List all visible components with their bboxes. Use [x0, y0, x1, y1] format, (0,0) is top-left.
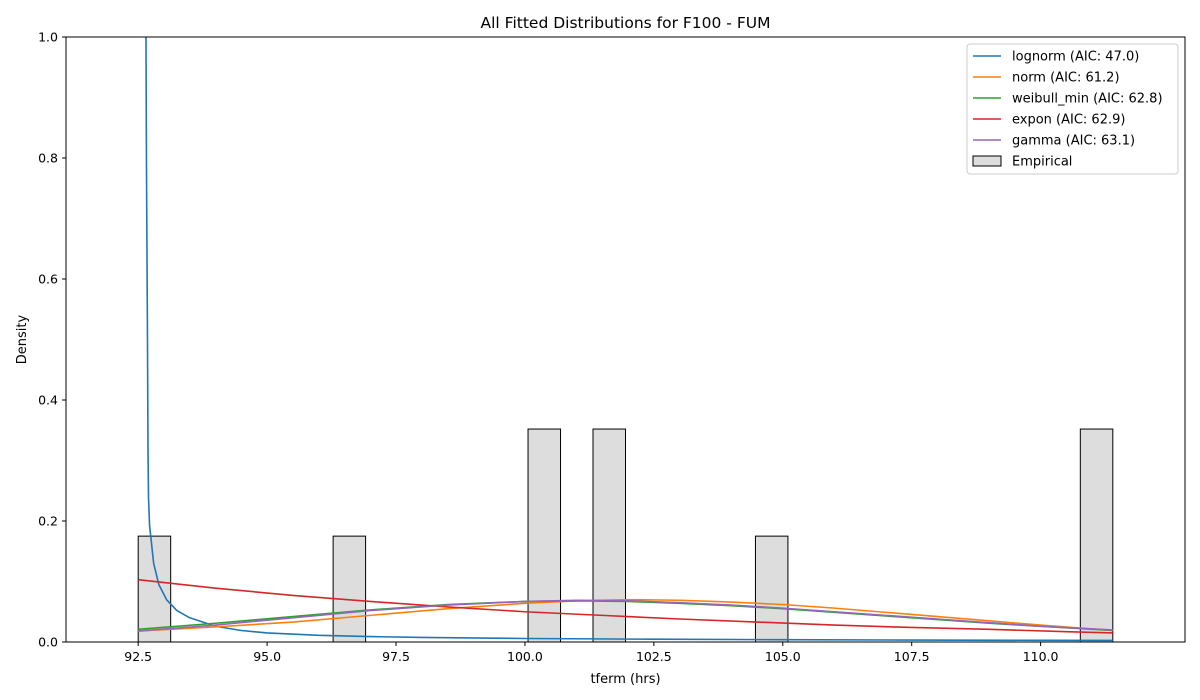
- legend-label: norm (AIC: 61.2): [1012, 71, 1120, 86]
- y-tick-label: 0.2: [38, 514, 58, 529]
- y-tick-label: 0.0: [38, 635, 58, 650]
- legend-label: weibull_min (AIC: 62.8): [1012, 92, 1163, 107]
- series-line: [138, 599, 1113, 632]
- histogram-bar: [592, 428, 626, 642]
- histogram-bar: [332, 535, 367, 642]
- x-axis-ticks: 92.5 95.0 97.5 100.0 102.5 105.0 107.5 110.0: [124, 642, 1059, 664]
- y-axis-label: Density: [15, 314, 30, 364]
- series-line: [138, 598, 1113, 632]
- x-tick-label: 97.5: [382, 649, 410, 664]
- histogram-bar: [527, 428, 562, 642]
- histogram-bar: [754, 535, 789, 642]
- legend-swatch: [972, 155, 1002, 167]
- y-tick-label: 0.6: [38, 272, 58, 287]
- legend-label: expon (AIC: 62.9): [1012, 113, 1125, 128]
- histogram-bar: [1079, 428, 1114, 642]
- plot-frame: [65, 36, 1186, 643]
- x-tick-label: 110.0: [1023, 649, 1059, 664]
- legend-label: gamma (AIC: 63.1): [1012, 134, 1135, 149]
- series-line: [138, 578, 1113, 634]
- chart-title: All Fitted Distributions for F100 - FUM: [481, 14, 771, 32]
- y-axis-ticks: 0.0 0.2 0.4 0.6 0.8 1.0: [38, 30, 66, 650]
- x-axis-label: tferm (hrs): [590, 672, 660, 687]
- legend-label: lognorm (AIC: 47.0): [1012, 50, 1139, 65]
- y-tick-label: 0.8: [38, 151, 58, 166]
- x-tick-label: 92.5: [124, 649, 152, 664]
- histogram-bars: [137, 428, 1114, 642]
- legend-label: Empirical: [1012, 155, 1072, 170]
- x-tick-label: 95.0: [253, 649, 281, 664]
- y-tick-label: 1.0: [38, 30, 58, 45]
- x-tick-label: 102.5: [636, 649, 672, 664]
- legend: lognorm (AIC: 47.0) norm (AIC: 61.2) weibu…: [966, 43, 1179, 175]
- y-tick-label: 0.4: [38, 393, 58, 408]
- x-tick-label: 107.5: [894, 649, 930, 664]
- fitted-curves: [138, 37, 1113, 642]
- histogram-bar: [137, 535, 172, 642]
- x-tick-label: 100.0: [507, 649, 543, 664]
- x-tick-label: 105.0: [765, 649, 801, 664]
- legend-box: [966, 43, 1179, 175]
